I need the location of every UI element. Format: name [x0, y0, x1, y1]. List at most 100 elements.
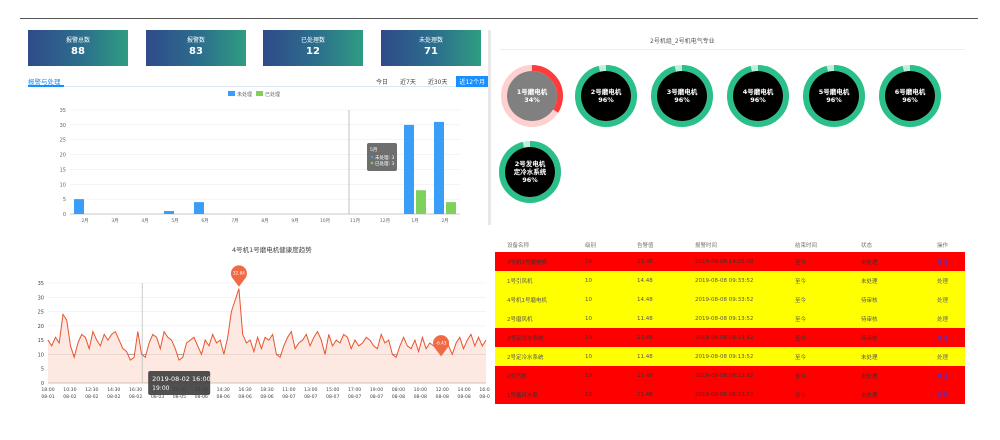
gauge[interactable]: 1号磨电机 34% — [500, 64, 564, 128]
x-tick-label: 3月 — [111, 218, 118, 224]
min-marker-pin — [433, 335, 450, 357]
handle-link[interactable]: 处理 — [937, 335, 949, 342]
x-tick-time: 16:00 — [479, 387, 490, 393]
x-tick-label: 4月 — [141, 218, 148, 224]
cell-end-time: 至今 — [795, 373, 807, 380]
cell-status: 未处理 — [861, 373, 878, 380]
gauge[interactable]: 5号磨电机 96% — [802, 64, 866, 128]
x-tick-date: 08-06 — [260, 394, 273, 400]
x-tick-label: 7月 — [231, 218, 238, 224]
cell-level: 10 — [585, 334, 592, 341]
x-tick-time: 18:00 — [41, 387, 54, 393]
x-tick-date: 08-07 — [304, 394, 317, 400]
gauge-text: 3号磨电机 96% — [650, 64, 714, 128]
cell-alarm-time: 2019-08-08 09:13:52 — [695, 353, 754, 360]
gauge[interactable]: 4号磨电机 96% — [726, 64, 790, 128]
filter-7-days[interactable]: 近7天 — [400, 79, 416, 86]
table-row[interactable]: 1号引风机 10 14.48 2019-08-08 09:33:52 至今 未处理 处理 — [495, 271, 965, 290]
tab-active-indicator — [28, 85, 64, 87]
gauge[interactable]: 3号磨电机 96% — [650, 64, 714, 128]
bar — [416, 190, 426, 214]
cell-end-time: 至今 — [795, 278, 807, 285]
top-divider — [20, 18, 978, 19]
tab-alarm-handling[interactable]: 报警与处理 — [28, 78, 61, 86]
x-tick-time: 13:00 — [304, 387, 317, 393]
x-tick-time: 12:30 — [85, 387, 98, 393]
y-tick-label: 30 — [60, 123, 66, 129]
gauge-ring-svg — [727, 65, 789, 127]
y-tick-label: 35 — [38, 281, 44, 287]
gauge[interactable]: 2号磨电机 96% — [574, 64, 638, 128]
cell-alarm-time: 2019-08-08 09:13:52 — [695, 334, 754, 341]
x-tick-date: 08-06 — [217, 394, 230, 400]
tooltip-dot — [370, 155, 374, 159]
handle-link[interactable]: 处理 — [937, 259, 949, 266]
handle-link[interactable]: 处理 — [937, 354, 949, 361]
min-marker-label: -6.43 — [436, 340, 447, 345]
x-tick-time: 11:00 — [282, 387, 295, 393]
handle-link[interactable]: 处理 — [937, 373, 949, 380]
card-total-alarms[interactable]: 报警总数 88 — [28, 30, 128, 66]
x-tick-date: 08-07 — [370, 394, 383, 400]
table-row[interactable]: 2号磨风机 10 11.48 2019-08-08 09:13:52 至今 待审核 处理 — [495, 309, 965, 328]
gauge-section-title: 2号机组_2号机电气专业 — [650, 38, 715, 45]
gauge-core — [505, 147, 555, 197]
x-tick-time: 16:30 — [129, 387, 142, 393]
gauge[interactable]: 2号发电机定冷水系统 96% — [498, 140, 562, 204]
gauge-core — [885, 71, 935, 121]
cell-level: 10 — [585, 296, 592, 303]
cell-alarm-value: 14.48 — [637, 296, 653, 303]
x-tick-date: 08-03 — [151, 394, 164, 400]
card-label: 已处理数 — [300, 37, 325, 44]
table-row[interactable]: 2号定冷水系统 10 11.48 2019-08-08 09:13:52 至今 未处理 处理 — [495, 347, 965, 366]
filter-12-months[interactable]: 近12个月 — [456, 76, 489, 87]
gauge-name: 4号磨电机 — [742, 88, 774, 96]
table-row[interactable]: 2号定冷水系统 10 11.48 2019-08-08 09:13:52 至今 待审核 处理 — [495, 328, 965, 347]
col-level: 级别 — [585, 243, 597, 249]
alarm-bar-chart: 未处理 已处理 0 5 10 15 20 25 30 35 2月 3月 4月 5月 6月 7月 8月 9月 10月 1… — [60, 91, 460, 224]
table-header: 设备名称 级别 告警值 报警时间 结束时间 状态 操作 — [495, 238, 965, 252]
cell-status: 未处理 — [861, 259, 878, 266]
table-row[interactable]: 4号机1号磨电机 10 14.48 2019-08-08 09:33:52 至今 待审核 处… — [495, 290, 965, 309]
x-tick-time: 10:00 — [414, 387, 427, 393]
tooltip-dot — [370, 161, 374, 165]
x-tick-time: 14:00 — [457, 387, 470, 393]
handle-link[interactable]: 处理 — [937, 392, 949, 399]
handle-link[interactable]: 处理 — [937, 316, 949, 323]
card-unhandled[interactable]: 未处理数 71 — [381, 30, 481, 66]
handle-link[interactable]: 处理 — [937, 278, 949, 285]
tooltip-sub: 19:00 — [152, 385, 169, 392]
alarm-table: 设备名称 级别 告警值 报警时间 结束时间 状态 操作 4号机1号磨电机 10 23… — [495, 238, 965, 404]
x-tick-date: 08-02 — [85, 394, 98, 400]
time-filter-group: 今日 近7天 近30天 近12个月 — [373, 76, 489, 87]
table-row[interactable]: 4号机1号磨电机 10 23.48 2019-08-08 14:25:00 至今 未处理 处… — [495, 252, 965, 271]
card-alarms[interactable]: 报警数 83 — [146, 30, 246, 66]
y-tick-label: 15 — [38, 338, 44, 344]
gauge-ring-svg — [575, 65, 637, 127]
gauge-text: 5号磨电机 96% — [802, 64, 866, 128]
tooltip-title: 5月 — [370, 147, 377, 153]
filter-30-days[interactable]: 近30天 — [427, 79, 448, 86]
gauge-ring-svg — [803, 65, 865, 127]
cell-device-name: 4号机1号磨电机 — [507, 297, 547, 304]
handle-link[interactable]: 处理 — [937, 297, 949, 304]
x-tick-date: 08-07 — [326, 394, 339, 400]
gauge-text: 1号磨电机 34% — [500, 64, 564, 128]
y-tick-label: 10 — [60, 182, 66, 188]
legend-swatch — [256, 91, 263, 96]
table-row[interactable]: 2号汽机 10 11.48 2019-08-08 09:13:52 至今 未处理 处理 — [495, 366, 965, 385]
gauge-ring-svg — [501, 65, 563, 127]
legend-label: 未处理 — [237, 91, 252, 98]
card-handled[interactable]: 已处理数 12 — [263, 30, 363, 66]
gauge-progress-arc — [651, 65, 713, 127]
gauge-core — [507, 71, 557, 121]
cell-status: 待审核 — [861, 335, 878, 342]
cell-alarm-value: 14.48 — [637, 277, 653, 284]
col-alarm-value: 告警值 — [637, 243, 654, 249]
filter-today[interactable]: 今日 — [376, 79, 389, 86]
col-status: 状态 — [861, 243, 873, 249]
max-marker: 32.84 — [230, 265, 247, 287]
gauge-value: 96% — [674, 96, 690, 104]
gauge[interactable]: 6号磨电机 96% — [878, 64, 942, 128]
table-row[interactable]: 1号循环水泵 10 11.48 2019-08-08 09:13:52 至今 未处理 处理 — [495, 385, 965, 404]
